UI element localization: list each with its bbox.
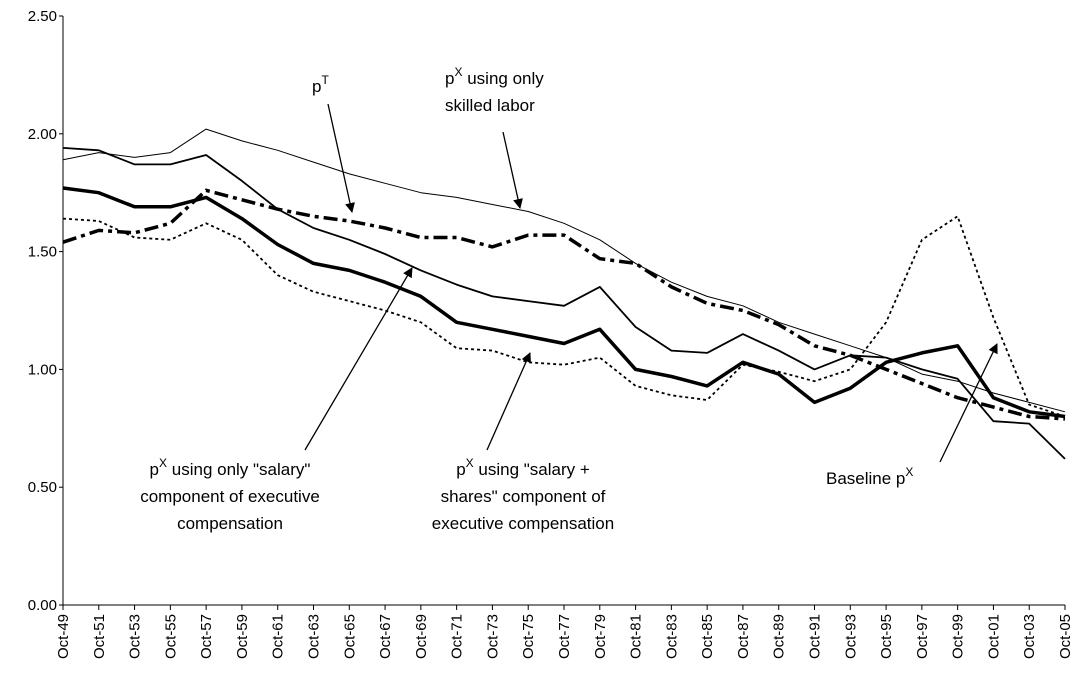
x-tick-label: Oct-79 [592, 614, 609, 659]
x-tick-label: Oct-99 [950, 614, 967, 659]
annotation-text: p [456, 460, 465, 479]
x-tick-label: Oct-63 [306, 614, 323, 659]
annotation: skilled labor [445, 96, 535, 115]
x-tick-label: Oct-91 [807, 614, 824, 659]
annotation: compensation [177, 514, 283, 533]
annotation-text: shares" component of [441, 487, 606, 506]
x-tick-label: Oct-75 [520, 614, 537, 659]
x-tick-label: Oct-93 [842, 614, 859, 659]
annotation-arrow [502, 131, 523, 209]
x-tick-label: Oct-05 [1057, 614, 1074, 659]
annotation-arrow [327, 103, 355, 213]
x-tick-label: Oct-87 [735, 614, 752, 659]
x-tick-label: Oct-71 [449, 614, 466, 659]
y-tick-label: 1.50 [28, 244, 57, 261]
x-tick-label: Oct-95 [878, 614, 895, 659]
annotation-arrow [304, 267, 413, 451]
x-tick-label: Oct-57 [198, 614, 215, 659]
annotation-arrow [939, 343, 998, 463]
annotation-sup: X [454, 65, 462, 79]
x-tick-label: Oct-65 [341, 614, 358, 659]
annotation: pT [312, 73, 329, 96]
annotation: component of executive [140, 487, 320, 506]
annotation-text: compensation [177, 514, 283, 533]
annotation: pX using only [445, 65, 544, 88]
annotation-text: using only "salary" [167, 460, 310, 479]
x-tick-label: Oct-59 [234, 614, 251, 659]
annotation-text: p [312, 77, 321, 96]
x-tick-label: Oct-69 [413, 614, 430, 659]
x-tick-label: Oct-55 [162, 614, 179, 659]
annotation-text: Baseline p [826, 469, 905, 488]
annotation: shares" component of [441, 487, 606, 506]
annotation: pX using only "salary" [150, 456, 311, 479]
annotation-arrow [486, 352, 531, 451]
y-tick-label: 2.00 [28, 126, 57, 143]
y-tick-label: 1.00 [28, 361, 57, 378]
annotation-text: p [150, 460, 159, 479]
x-tick-label: Oct-51 [91, 614, 108, 659]
annotation-sup: X [159, 456, 167, 470]
annotation-text: component of executive [140, 487, 320, 506]
x-tick-label: Oct-61 [270, 614, 287, 659]
y-tick-label: 0.50 [28, 479, 57, 496]
annotation-text: using "salary + [474, 460, 590, 479]
x-tick-label: Oct-73 [484, 614, 501, 659]
y-tick-label: 0.00 [28, 597, 57, 614]
annotation-sup: X [905, 465, 913, 479]
series-line [62, 147, 1066, 460]
x-tick-label: Oct-01 [985, 614, 1002, 659]
annotation-text: using only [462, 69, 544, 88]
series-line [62, 188, 1066, 421]
x-tick-label: Oct-77 [556, 614, 573, 659]
annotation-text: p [445, 69, 454, 88]
x-tick-label: Oct-53 [127, 614, 144, 659]
x-tick-label: Oct-83 [663, 614, 680, 659]
series-line [62, 128, 1066, 413]
annotation: Baseline pX [826, 465, 913, 488]
annotation-text: executive compensation [432, 514, 614, 533]
y-tick-label: 2.50 [28, 8, 57, 25]
annotation: executive compensation [432, 514, 614, 533]
x-tick-label: Oct-97 [914, 614, 931, 659]
series-line [62, 186, 1066, 419]
x-tick-label: Oct-67 [377, 614, 394, 659]
series-line [62, 215, 1066, 418]
x-tick-label: Oct-85 [699, 614, 716, 659]
annotation-text: skilled labor [445, 96, 535, 115]
x-tick-label: Oct-89 [771, 614, 788, 659]
annotation-sup: X [466, 456, 474, 470]
annotation-sup: T [321, 73, 329, 87]
x-tick-label: Oct-49 [55, 614, 72, 659]
annotation: pX using "salary + [456, 456, 590, 479]
x-tick-label: Oct-81 [628, 614, 645, 659]
x-tick-label: Oct-03 [1021, 614, 1038, 659]
